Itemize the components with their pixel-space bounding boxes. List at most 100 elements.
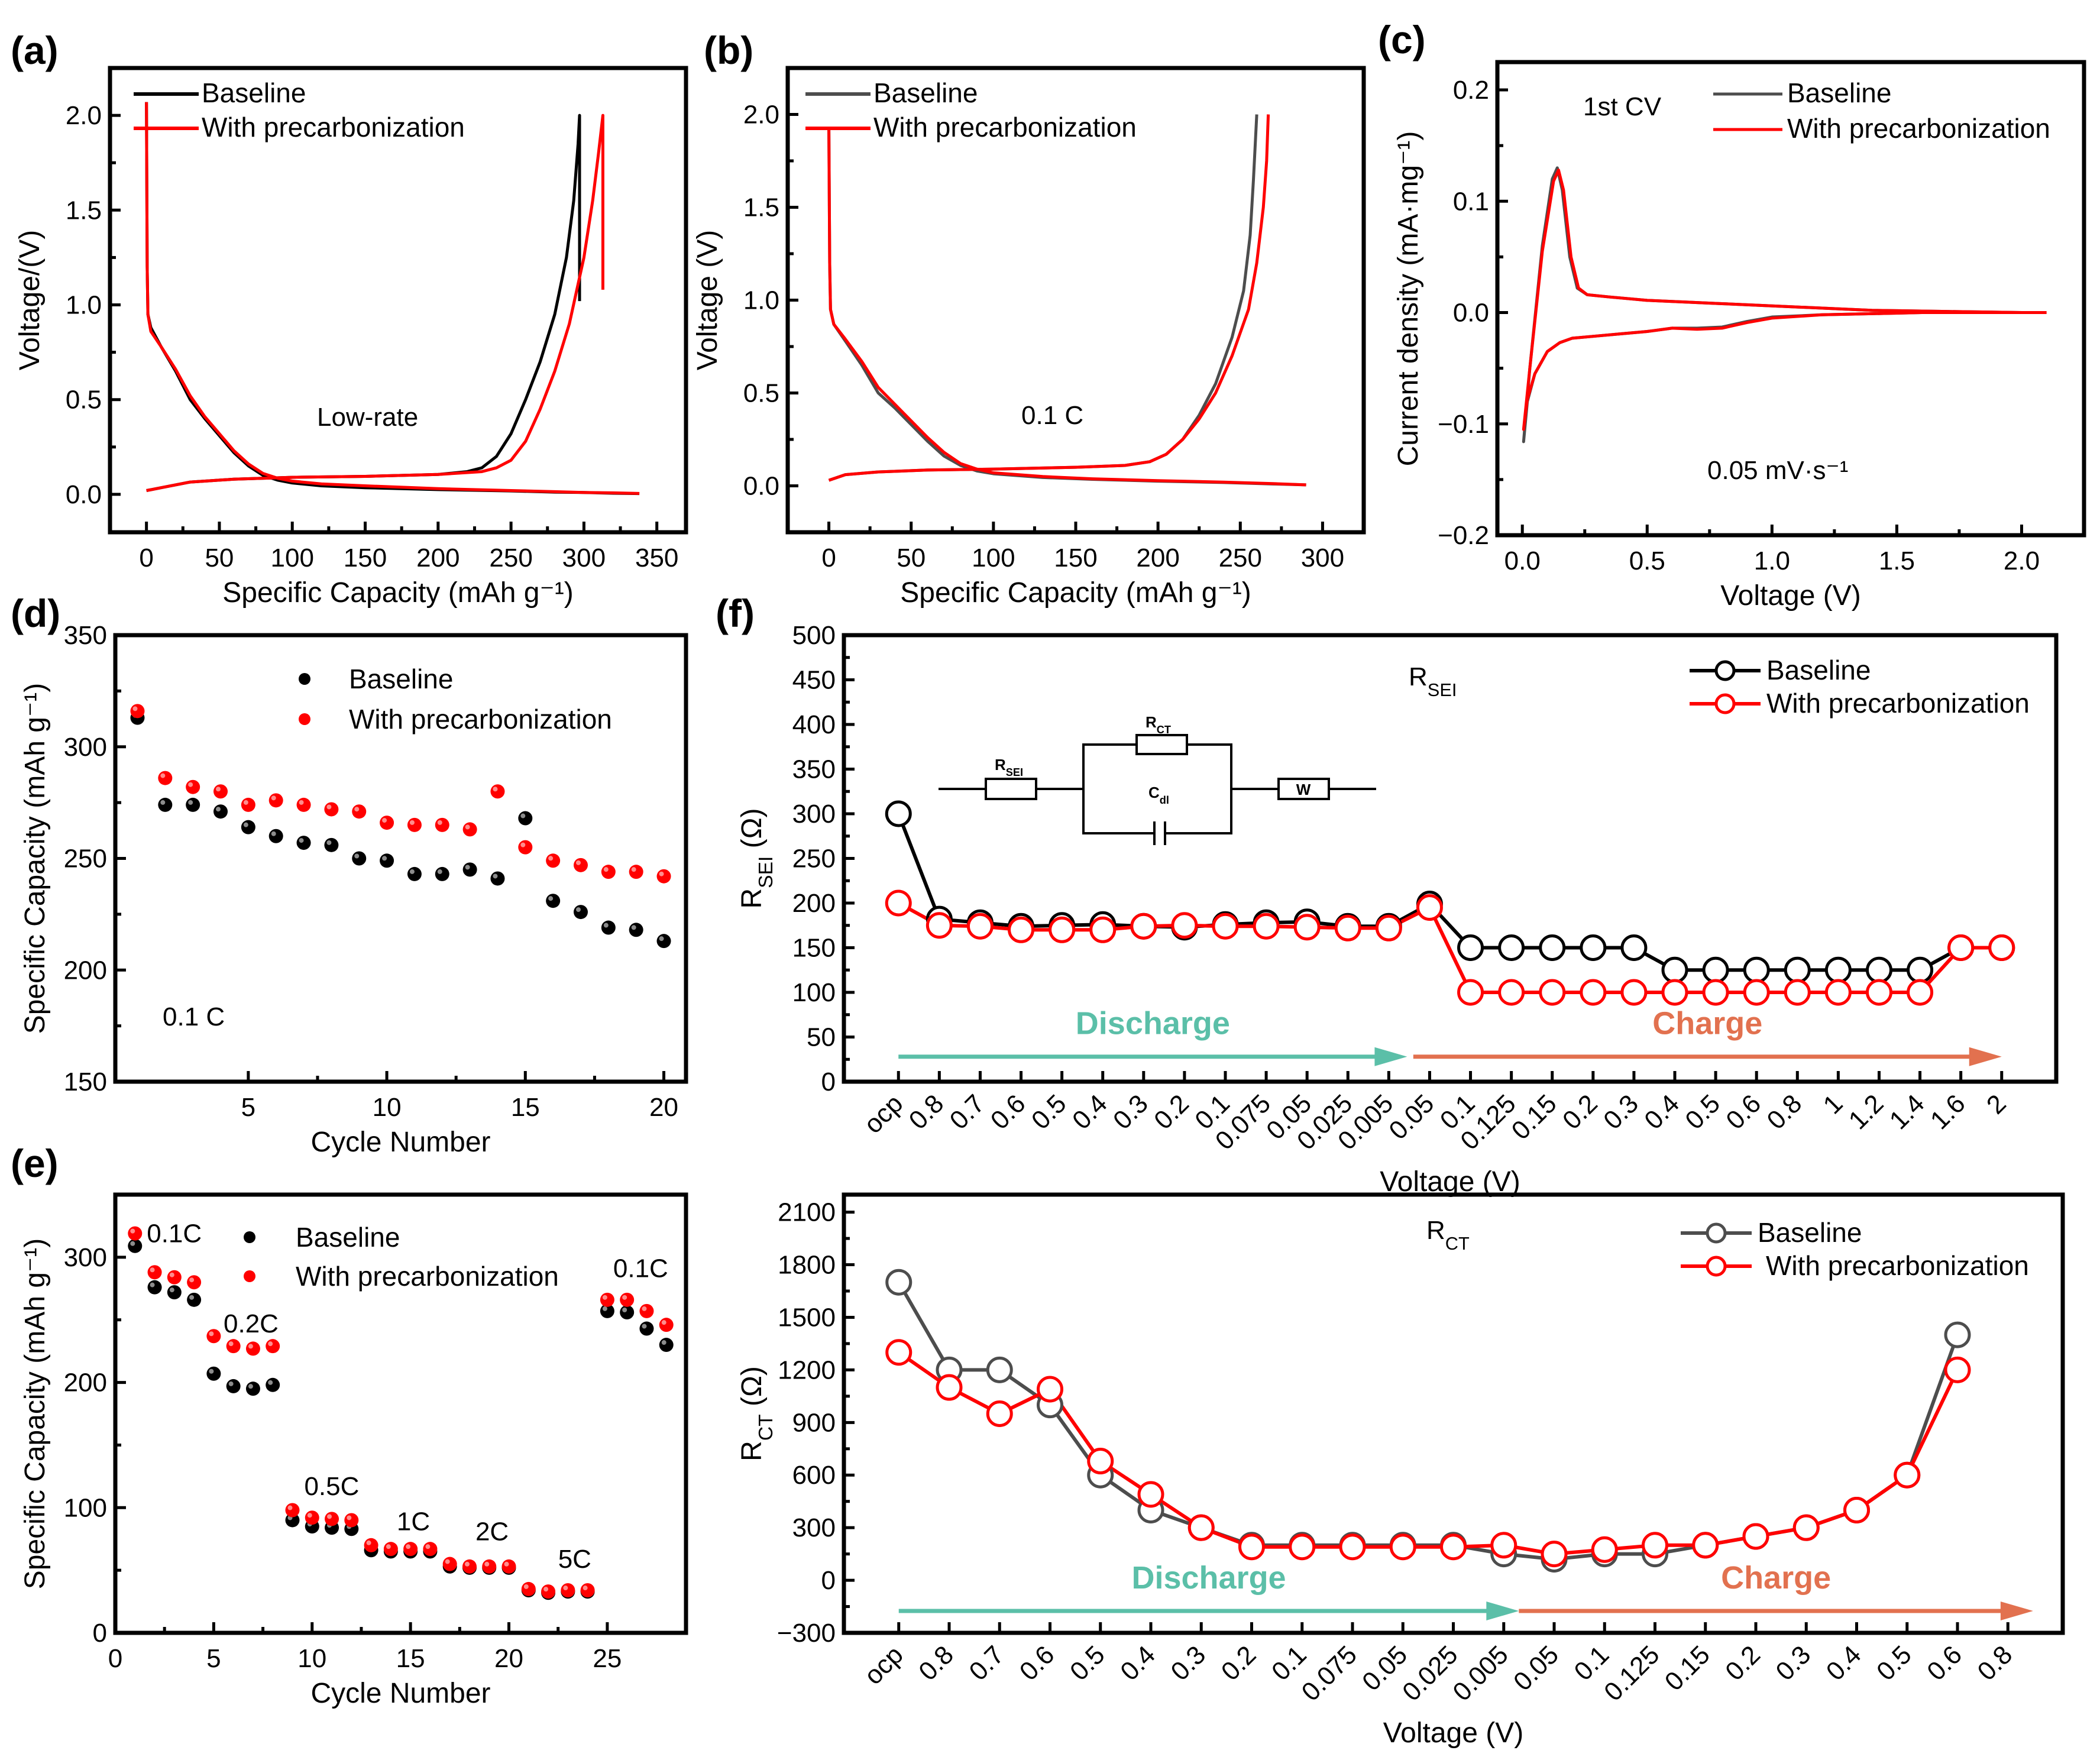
precarbonization-point-highlight	[445, 1559, 450, 1564]
baseline-point-highlight	[437, 869, 442, 874]
y-tick-label: 1.0	[743, 286, 779, 315]
baseline-marker	[1620, 934, 1648, 961]
legend-marker-precarbonization	[1714, 693, 1736, 714]
precarbonization-point	[383, 1542, 398, 1557]
baseline-point	[518, 811, 533, 826]
precarbonization-point	[380, 816, 394, 830]
annotation-1st-cv: 1st CV	[1583, 92, 1662, 121]
x-tick-label: 0	[821, 543, 836, 572]
precarbonization-point-highlight	[169, 1272, 174, 1277]
precarbonization-marker	[1490, 1532, 1517, 1559]
precarbonization-point	[435, 817, 449, 832]
precarbonization-point-highlight	[583, 1586, 588, 1591]
x-tick-label: 0.2	[1557, 1089, 1603, 1135]
y-tick-label: −300	[777, 1619, 836, 1648]
discharge-arrow-head	[1374, 1047, 1407, 1066]
baseline-point	[266, 1377, 280, 1392]
rate-label: 0.1C	[613, 1254, 668, 1283]
precarbonization-point	[266, 1339, 280, 1354]
label-cdl: Cdl	[1148, 784, 1169, 806]
precarbonization-point-highlight	[268, 1341, 273, 1347]
x-tick-label: 10	[297, 1644, 326, 1673]
x-tick-label: 250	[1219, 543, 1262, 572]
precarbonization-point-highlight	[642, 1306, 647, 1311]
baseline-point-highlight	[548, 896, 554, 901]
rate-label: 1C	[397, 1507, 430, 1536]
precarbonization-point	[407, 817, 422, 832]
baseline-point	[268, 829, 283, 843]
x-tick-label: 0.3	[1108, 1089, 1154, 1135]
precarbonization-point-highlight	[464, 1561, 470, 1567]
precarbonization-point	[501, 1559, 516, 1574]
precarbonization-marker	[1792, 1514, 1820, 1541]
y-tick-label: 50	[807, 1023, 836, 1052]
discharge-label: Discharge	[1076, 1006, 1230, 1041]
x-tick-label: 1.4	[1884, 1089, 1930, 1135]
rate-label: 0.5C	[304, 1472, 359, 1501]
annotation-scan-rate: 0.05 mV·s⁻¹	[1707, 456, 1848, 485]
charge-arrow-head	[2000, 1601, 2033, 1620]
baseline-point	[241, 820, 255, 834]
baseline-point	[128, 1238, 143, 1253]
precarbonization-line	[898, 1351, 1959, 1556]
precarbonization-point	[305, 1510, 319, 1525]
precarbonization-point-highlight	[160, 773, 166, 778]
y-tick-label: 0	[821, 1566, 836, 1595]
precarbonization-point	[482, 1559, 497, 1574]
y-tick-label: 250	[792, 845, 836, 873]
plot-area	[128, 1226, 674, 1600]
y-tick-label: 0.5	[66, 386, 102, 415]
legend-label: With precarbonization	[1766, 688, 2030, 719]
precarbonization-point	[462, 1559, 477, 1574]
precarbonization-point-highlight	[243, 800, 248, 805]
precarbonization-point-highlight	[543, 1587, 549, 1592]
y-tick-label: 300	[792, 1513, 836, 1542]
plot-frame	[1495, 60, 2086, 538]
baseline-point-highlight	[228, 1381, 234, 1386]
plot-frame	[108, 66, 688, 535]
precarbonization-marker	[1661, 979, 1688, 1006]
baseline-point-highlight	[631, 925, 636, 930]
precarbonization-point	[659, 1318, 674, 1332]
precarbonization-marker	[1253, 913, 1280, 940]
precarbonization-point-highlight	[425, 1544, 431, 1549]
y-tick-label: 1200	[778, 1355, 836, 1384]
x-tick-label: 0.2	[1148, 1089, 1195, 1135]
legend-label: Baseline	[296, 1222, 400, 1253]
baseline-marker	[1907, 956, 1934, 983]
x-tick-label: 0.6	[1014, 1640, 1060, 1686]
baseline-marker	[1539, 934, 1566, 961]
precarbonization-marker	[1580, 979, 1607, 1006]
y-tick-label: 300	[64, 1243, 107, 1272]
panel-label: (a)	[11, 28, 59, 72]
baseline-point-highlight	[661, 1340, 666, 1345]
legend-label: With precarbonization	[296, 1261, 559, 1292]
precarbonization-point	[344, 1513, 359, 1528]
y-tick-label: 450	[792, 666, 836, 695]
x-tick-label: 0.7	[963, 1640, 1009, 1686]
precarbonization-line	[897, 901, 2002, 994]
x-tick-label: 0.075	[1296, 1640, 1363, 1707]
baseline-point	[296, 836, 311, 850]
y-tick-label: 1.5	[66, 196, 102, 225]
precarbonization-marker	[1743, 979, 1770, 1006]
baseline-point-highlight	[248, 1384, 253, 1389]
x-tick-label: 0.8	[1972, 1640, 2018, 1686]
x-tick-label: 150	[1054, 543, 1097, 572]
precarbonization-point-highlight	[504, 1561, 509, 1567]
precarbonization-marker	[1389, 1533, 1416, 1561]
precarbonization-marker	[1865, 979, 1892, 1006]
precarbonization-marker	[1642, 1532, 1669, 1559]
panel-f-top: (f)050100150200250300350400450500ocp0.80…	[716, 591, 2059, 1198]
baseline-point-highlight	[271, 831, 276, 836]
y-tick-label: 250	[64, 845, 107, 873]
x-tick-label: 0.4	[1115, 1640, 1161, 1686]
precarbonization-marker	[1591, 1536, 1618, 1563]
precarbonization-curve	[146, 114, 604, 492]
precarbonization-point-highlight	[130, 1228, 135, 1234]
panel-label: (e)	[11, 1141, 59, 1185]
precarbonization-marker	[1087, 1448, 1114, 1475]
precarbonization-marker	[966, 913, 994, 940]
precarbonization-marker	[1293, 914, 1321, 941]
precarbonization-point	[296, 797, 311, 812]
